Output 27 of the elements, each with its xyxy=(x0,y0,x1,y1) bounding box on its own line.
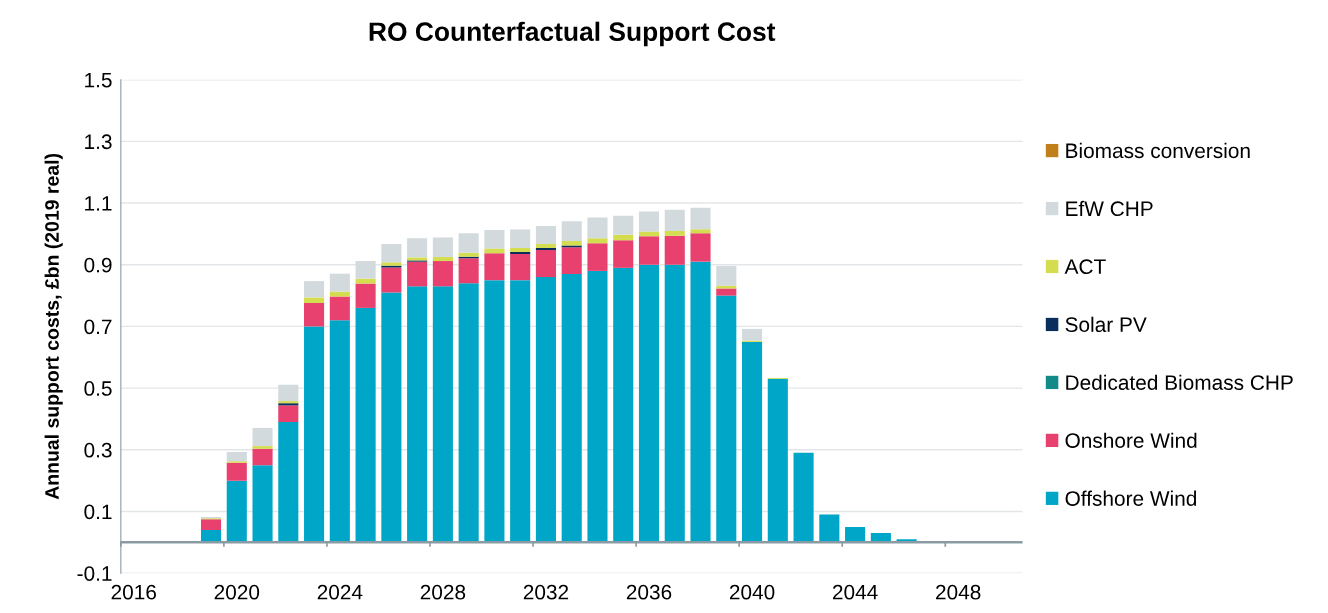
y-tick-label: 0.9 xyxy=(84,257,112,273)
x-tick-label: 2024 xyxy=(317,584,363,600)
x-tick-label: 2048 xyxy=(936,584,981,600)
legend-label: Offshore Wind xyxy=(1065,490,1197,506)
chart-title: RO Counterfactual Support Cost xyxy=(369,21,776,47)
x-tick-label: 2036 xyxy=(626,584,672,600)
y-tick-label: 1.1 xyxy=(85,196,112,211)
x-tick-label: 2032 xyxy=(523,584,569,600)
y-tick-label: -0.1 xyxy=(77,566,112,581)
x-tick-label: 2040 xyxy=(729,584,775,600)
legend-label: EfW CHP xyxy=(1066,200,1153,217)
legend-label: Biomass conversion xyxy=(1066,142,1250,159)
x-tick-label: 2044 xyxy=(832,584,878,600)
legend-label: Dedicated Biomass CHP xyxy=(1066,374,1293,390)
y-tick-label: 1.5 xyxy=(85,72,112,88)
y-axis-title: Annual support costs, £bn (2019 real) xyxy=(44,153,63,500)
legend-label: Onshore Wind xyxy=(1065,432,1197,448)
y-tick-label: 0.5 xyxy=(84,381,112,396)
y-tick-label: 0.3 xyxy=(84,442,112,458)
y-tick-label: 1.3 xyxy=(85,134,112,150)
x-tick-label: 2020 xyxy=(214,584,260,600)
x-tick-label: 2016 xyxy=(111,584,156,600)
x-tick-label: 2028 xyxy=(420,584,466,600)
y-tick-label: 0.7 xyxy=(84,319,112,335)
y-tick-label: 0.1 xyxy=(84,504,112,520)
legend-label: Solar PV xyxy=(1065,316,1147,333)
legend-label: ACT xyxy=(1064,259,1106,275)
